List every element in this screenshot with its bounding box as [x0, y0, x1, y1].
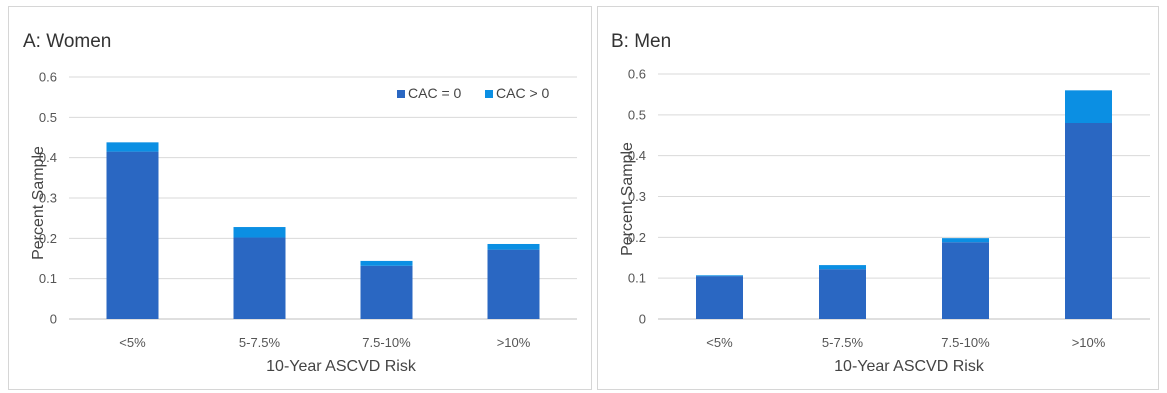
- chart-women-svg: A: Women 0 0.1 0.2 0.3 0.4 0.5 0.6 <5% 5-7.5% 7.…: [23, 31, 577, 375]
- y-tick-label: 0.6: [628, 67, 646, 82]
- chart-men-svg: B: Men 0 0.1 0.2 0.3 0.4 0.5 0.6 <5% 5-7.5% 7.5-…: [611, 31, 1150, 375]
- y-tick-label: 0.4: [39, 150, 57, 165]
- y-axis-label: Percent Sample: [619, 142, 636, 256]
- x-tick-label: 7.5-10%: [362, 335, 411, 350]
- legend: CAC = 0 CAC > 0: [397, 85, 550, 101]
- bar-cac-gt-0-0: [696, 275, 743, 277]
- legend-swatch: [397, 90, 405, 98]
- x-tick-label: 7.5-10%: [941, 335, 990, 350]
- bar-cac-eq-0-3: [1065, 123, 1112, 319]
- legend-label: CAC > 0: [496, 85, 550, 101]
- x-tick-label: 5-7.5%: [239, 335, 281, 350]
- x-tick-label: >10%: [1072, 335, 1106, 350]
- y-tick-label: 0.1: [39, 271, 57, 286]
- chart-panel-men: B: Men 0 0.1 0.2 0.3 0.4 0.5 0.6 <5% 5-7.5% 7.5-…: [597, 6, 1159, 390]
- bar-cac-eq-0-1: [819, 269, 866, 319]
- bar-cac-gt-0-1: [819, 265, 866, 270]
- bar-cac-eq-0-2: [360, 265, 413, 319]
- y-tick-label: 0.5: [628, 107, 646, 122]
- y-tick-label: 0.2: [39, 231, 57, 246]
- legend-label: CAC = 0: [408, 85, 462, 101]
- bar-cac-eq-0-2: [942, 242, 989, 319]
- legend-swatch: [485, 90, 493, 98]
- x-tick-label: <5%: [706, 335, 733, 350]
- y-tick-label: 0: [639, 312, 646, 327]
- y-tick-label: 0: [50, 312, 57, 327]
- y-tick-label: 0.3: [39, 191, 57, 206]
- bar-cac-gt-0-0: [106, 142, 159, 152]
- x-tick-label: <5%: [119, 335, 146, 350]
- y-tick-label: 0.3: [628, 189, 646, 204]
- y-tick-label: 0.1: [628, 271, 646, 286]
- bar-cac-eq-0-1: [233, 237, 286, 319]
- x-axis-label: 10-Year ASCVD Risk: [834, 358, 985, 375]
- chart-title: A: Women: [23, 31, 111, 52]
- x-axis-label: 10-Year ASCVD Risk: [266, 358, 417, 375]
- chart-panel-women: A: Women 0 0.1 0.2 0.3 0.4 0.5 0.6 <5% 5-7.5% 7.…: [8, 6, 592, 390]
- bar-cac-gt-0-3: [487, 243, 540, 250]
- bar-cac-eq-0-0: [106, 151, 159, 319]
- bar-cac-eq-0-0: [696, 276, 743, 319]
- bar-cac-gt-0-3: [1065, 90, 1112, 123]
- bar-cac-gt-0-2: [360, 260, 413, 266]
- y-tick-label: 0.2: [628, 230, 646, 245]
- y-tick-label: 0.5: [39, 110, 57, 125]
- y-tick-label: 0.4: [628, 148, 646, 163]
- bar-cac-gt-0-2: [942, 238, 989, 243]
- x-tick-label: 5-7.5%: [822, 335, 864, 350]
- x-tick-label: >10%: [497, 335, 531, 350]
- bar-cac-gt-0-1: [233, 227, 286, 238]
- bar-cac-eq-0-3: [487, 249, 540, 319]
- chart-title: B: Men: [611, 31, 671, 52]
- y-tick-label: 0.6: [39, 70, 57, 85]
- y-axis-label: Percent Sample: [30, 146, 47, 260]
